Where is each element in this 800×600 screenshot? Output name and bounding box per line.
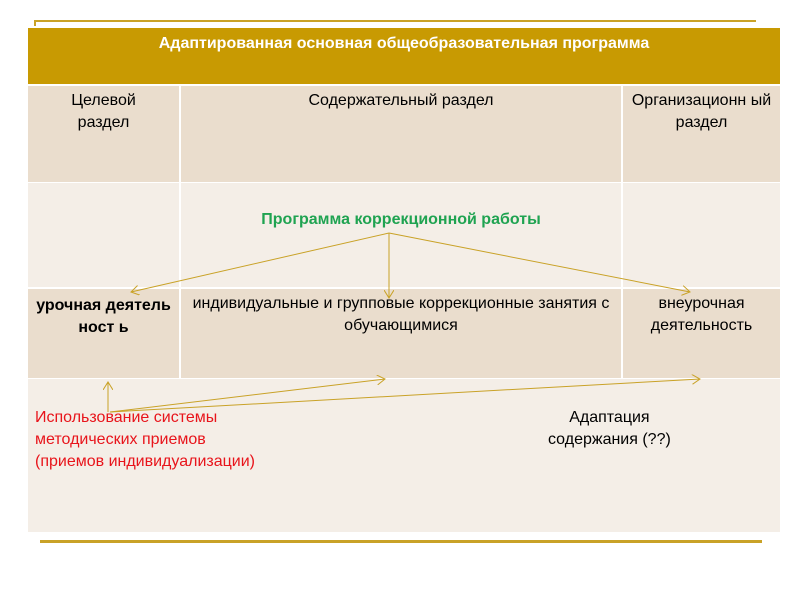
adaptation-line: Адаптация bbox=[569, 409, 650, 426]
content-section: Содержательный раздел bbox=[181, 86, 621, 182]
adaptation-text: Адаптация содержания (??) bbox=[548, 407, 671, 451]
methods-line: Использование системы bbox=[35, 409, 218, 426]
methods-line: методических приемов bbox=[35, 431, 206, 448]
top-decor-tick bbox=[34, 20, 36, 26]
arrow-methods-to-extracurricular bbox=[109, 379, 700, 413]
target-section: Целевой раздел bbox=[28, 86, 179, 182]
arrow-methods-to-individual bbox=[109, 379, 385, 413]
arrow-to-lesson bbox=[131, 232, 390, 292]
arrow-to-extracurricular bbox=[388, 232, 690, 292]
extracurricular-activity: внеурочная деятельность bbox=[623, 289, 780, 378]
individual-group-classes: индивидуальные и групповые коррекционные… bbox=[181, 289, 621, 378]
top-decor-line bbox=[34, 20, 756, 22]
methods-line: (приемов индивидуализации) bbox=[35, 453, 255, 470]
empty-cell bbox=[623, 183, 780, 287]
bottom-row: Использование системы методических прием… bbox=[28, 379, 780, 532]
table-title: Адаптированная основная общеобразователь… bbox=[28, 28, 780, 84]
lesson-activity: урочная деятельност ь bbox=[28, 289, 179, 378]
empty-cell bbox=[28, 183, 179, 287]
adaptation-line: содержания (??) bbox=[548, 431, 671, 448]
bottom-decor-line bbox=[40, 540, 762, 543]
organizational-section: Организационн ый раздел bbox=[623, 86, 780, 182]
methods-text: Использование системы методических прием… bbox=[35, 407, 255, 473]
